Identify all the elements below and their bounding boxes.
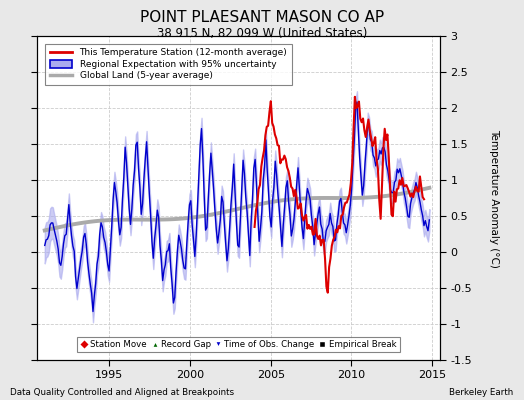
Text: Berkeley Earth: Berkeley Earth	[449, 388, 514, 397]
Text: Data Quality Controlled and Aligned at Breakpoints: Data Quality Controlled and Aligned at B…	[10, 388, 235, 397]
Text: 38.915 N, 82.099 W (United States): 38.915 N, 82.099 W (United States)	[157, 27, 367, 40]
Text: POINT PLAESANT MASON CO AP: POINT PLAESANT MASON CO AP	[140, 10, 384, 25]
Legend: Station Move, Record Gap, Time of Obs. Change, Empirical Break: Station Move, Record Gap, Time of Obs. C…	[77, 336, 400, 352]
Y-axis label: Temperature Anomaly (°C): Temperature Anomaly (°C)	[489, 128, 499, 268]
